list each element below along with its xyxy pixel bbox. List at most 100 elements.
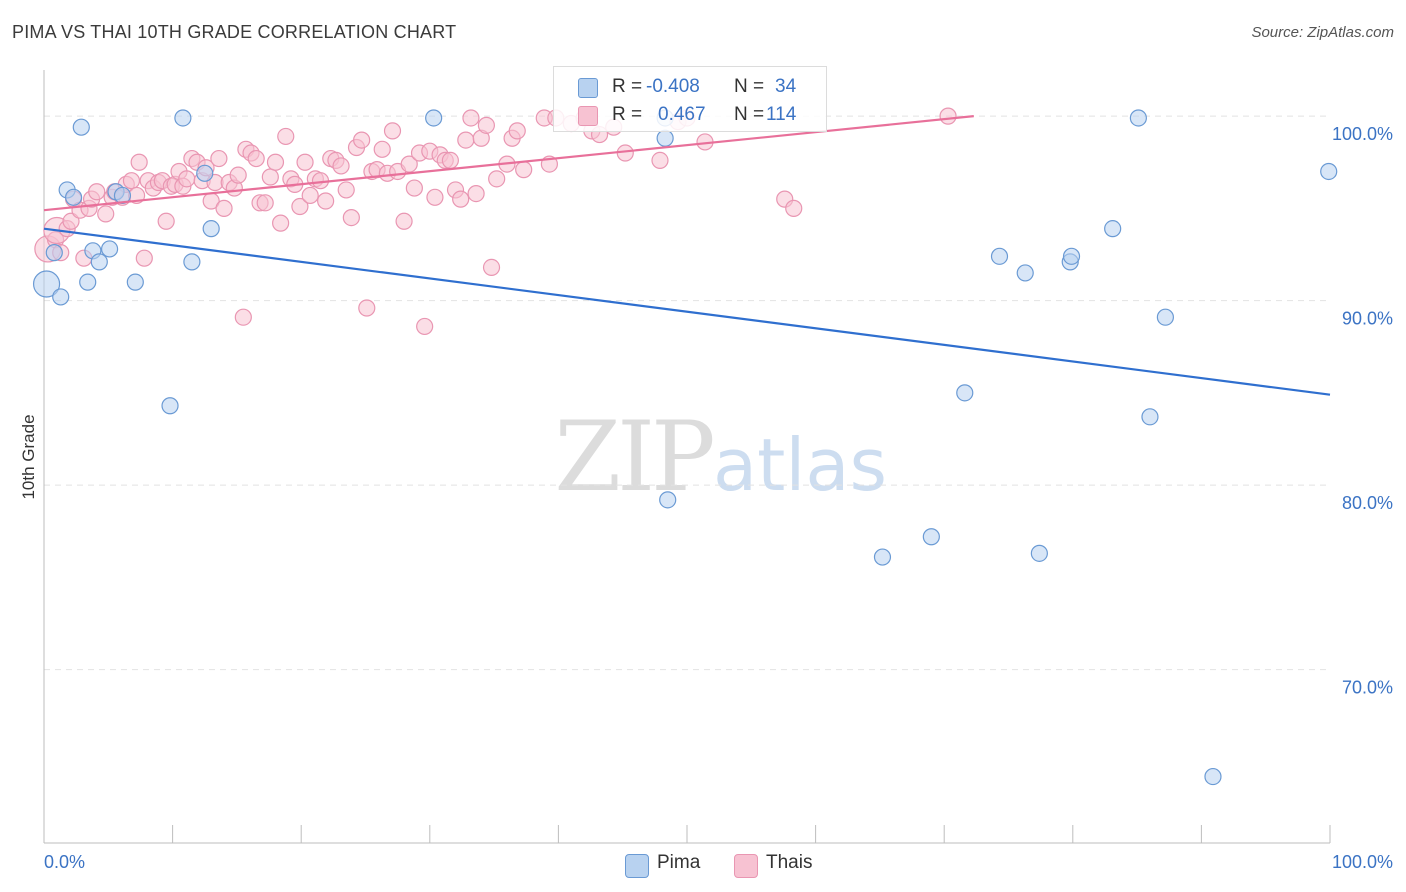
- thais-point: [462, 109, 480, 127]
- y-axis-title: 10th Grade: [19, 414, 38, 499]
- pima-point: [1156, 308, 1174, 326]
- thais-point: [266, 153, 285, 171]
- thais-point: [234, 308, 252, 326]
- thais-point: [157, 212, 175, 230]
- pima-swatch: [578, 78, 598, 98]
- thais-point: [405, 179, 423, 197]
- thais-point: [178, 170, 196, 188]
- pima-point: [956, 384, 974, 402]
- thais-point: [400, 155, 418, 173]
- pima-point: [1016, 264, 1034, 282]
- thais-point: [272, 214, 290, 232]
- thais-point: [261, 168, 279, 186]
- thais-point: [426, 188, 444, 206]
- pima-point: [1204, 767, 1222, 786]
- pima-point: [64, 188, 83, 206]
- thais-point: [122, 172, 141, 190]
- thais-point: [383, 122, 402, 140]
- thais-point: [482, 258, 501, 277]
- y-tick-label: 100.0%: [1332, 124, 1393, 144]
- thais-point: [337, 181, 355, 199]
- stats-row-thais: R = 0.467 N = 114: [554, 101, 826, 129]
- thais-point: [416, 317, 434, 336]
- pima-trend-line: [43, 227, 1331, 396]
- source-credit: Source: ZipAtlas.com: [1251, 24, 1394, 41]
- thais-point: [515, 161, 533, 179]
- thais-point: [488, 170, 506, 188]
- thais-point: [457, 131, 475, 149]
- pima-point: [873, 548, 892, 566]
- pima-point: [52, 288, 70, 306]
- pima-r-label: R =: [612, 76, 643, 97]
- pima-point: [196, 164, 214, 182]
- pima-point: [1030, 544, 1048, 562]
- thais-point: [277, 127, 295, 146]
- thais-legend-label: Thais: [766, 852, 813, 873]
- thais-n-label: N =: [734, 104, 765, 125]
- x-tick-label-max: 100.0%: [1332, 852, 1393, 872]
- thais-swatch: [578, 106, 598, 126]
- y-tick-label: 80.0%: [1342, 493, 1393, 513]
- thais-point: [342, 208, 360, 227]
- thais-point: [939, 107, 957, 125]
- thais-point: [441, 151, 459, 169]
- stats-row-pima: R = -0.408 N = 34: [554, 73, 826, 101]
- x-tick-label-min: 0.0%: [44, 852, 85, 872]
- thais-point: [508, 122, 526, 140]
- pima-legend-label: Pima: [657, 852, 701, 873]
- thais-point: [210, 149, 228, 168]
- thais-r-value: 0.467: [658, 104, 706, 125]
- y-tick-label: 90.0%: [1342, 309, 1393, 329]
- pima-point: [922, 528, 940, 546]
- thais-point: [296, 153, 314, 171]
- pima-point: [1129, 109, 1147, 127]
- thais-point: [353, 131, 371, 149]
- thais-n-value: 114: [766, 104, 797, 125]
- pima-point: [656, 129, 674, 147]
- pima-point: [659, 491, 677, 509]
- pima-n-value: 34: [775, 76, 797, 97]
- y-tick-label: 70.0%: [1342, 678, 1393, 698]
- thais-point: [135, 249, 153, 267]
- pima-point: [100, 240, 119, 258]
- pima-point: [202, 220, 220, 238]
- thais-point: [785, 199, 803, 217]
- thais-point: [88, 183, 106, 201]
- pima-point: [32, 270, 61, 298]
- thais-point: [467, 185, 485, 203]
- pima-point: [90, 253, 108, 271]
- thais-point: [62, 212, 80, 230]
- pima-point: [1320, 162, 1338, 181]
- thais-point: [229, 166, 247, 184]
- thais-point: [358, 299, 376, 317]
- pima-n-label: N =: [734, 76, 765, 97]
- pima-point: [1104, 220, 1122, 238]
- pima-point: [45, 244, 63, 262]
- watermark-zip: ZIP: [554, 401, 713, 513]
- thais-point: [395, 212, 413, 230]
- pima-point: [1141, 408, 1159, 426]
- thais-point: [291, 197, 309, 216]
- thais-point: [256, 194, 274, 212]
- thais-point: [452, 190, 470, 208]
- pima-point: [174, 109, 192, 127]
- thais-point: [301, 186, 319, 205]
- thais-point: [317, 192, 335, 210]
- pima-point: [425, 109, 443, 127]
- thais-point: [215, 199, 233, 217]
- pima-legend-swatch: [625, 854, 649, 878]
- pima-point: [72, 118, 90, 136]
- pima-point: [79, 273, 97, 291]
- pima-point: [126, 273, 144, 291]
- pima-r-value: -0.408: [646, 76, 700, 97]
- thais-legend-swatch: [734, 854, 758, 878]
- thais-point: [97, 205, 115, 223]
- thais-point: [477, 116, 495, 134]
- pima-point: [1062, 247, 1081, 265]
- thais-point: [373, 140, 391, 158]
- pima-point: [990, 247, 1009, 265]
- pima-point: [161, 397, 179, 415]
- thais-point: [651, 151, 669, 169]
- chart-title: PIMA VS THAI 10TH GRADE CORRELATION CHAR…: [12, 22, 457, 42]
